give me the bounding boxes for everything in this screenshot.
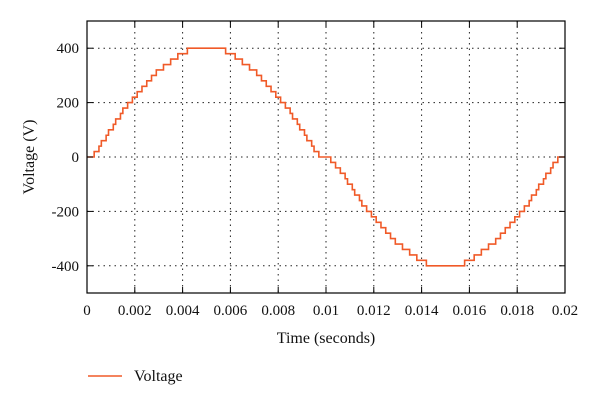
y-axis-ticks: -400 -200 0 200 400 bbox=[52, 41, 80, 275]
legend: Voltage bbox=[88, 368, 183, 385]
x-tick-label: 0.018 bbox=[500, 303, 534, 319]
y-tick-label: 0 bbox=[72, 150, 80, 166]
series-layer bbox=[87, 47, 565, 267]
x-tick-label: 0.014 bbox=[405, 303, 439, 319]
x-tick-label: 0.002 bbox=[118, 303, 152, 319]
x-tick-label: 0 bbox=[83, 303, 91, 319]
x-tick-label: 0.008 bbox=[261, 303, 295, 319]
y-tick-label: 400 bbox=[57, 41, 80, 57]
series-line-voltage bbox=[87, 47, 565, 267]
y-axis-label: Voltage (V) bbox=[21, 120, 38, 195]
x-tick-label: 0.004 bbox=[166, 303, 200, 319]
y-tick-label: -400 bbox=[52, 259, 80, 275]
x-tick-label: 0.01 bbox=[313, 303, 339, 319]
legend-label-voltage: Voltage bbox=[134, 368, 183, 385]
x-tick-label: 0.006 bbox=[214, 303, 248, 319]
x-tick-label: 0.016 bbox=[453, 303, 487, 319]
y-tick-label: -200 bbox=[52, 204, 80, 220]
x-axis-ticks: 0 0.002 0.004 0.006 0.008 0.01 0.012 0.014 0.016… bbox=[83, 303, 578, 319]
x-axis-label: Time (seconds) bbox=[277, 330, 376, 347]
tick-marks bbox=[86, 21, 566, 293]
x-tick-label: 0.012 bbox=[357, 303, 391, 319]
grid-lines bbox=[87, 21, 565, 293]
y-tick-label: 200 bbox=[57, 96, 80, 112]
x-tick-label: 0.02 bbox=[552, 303, 578, 319]
